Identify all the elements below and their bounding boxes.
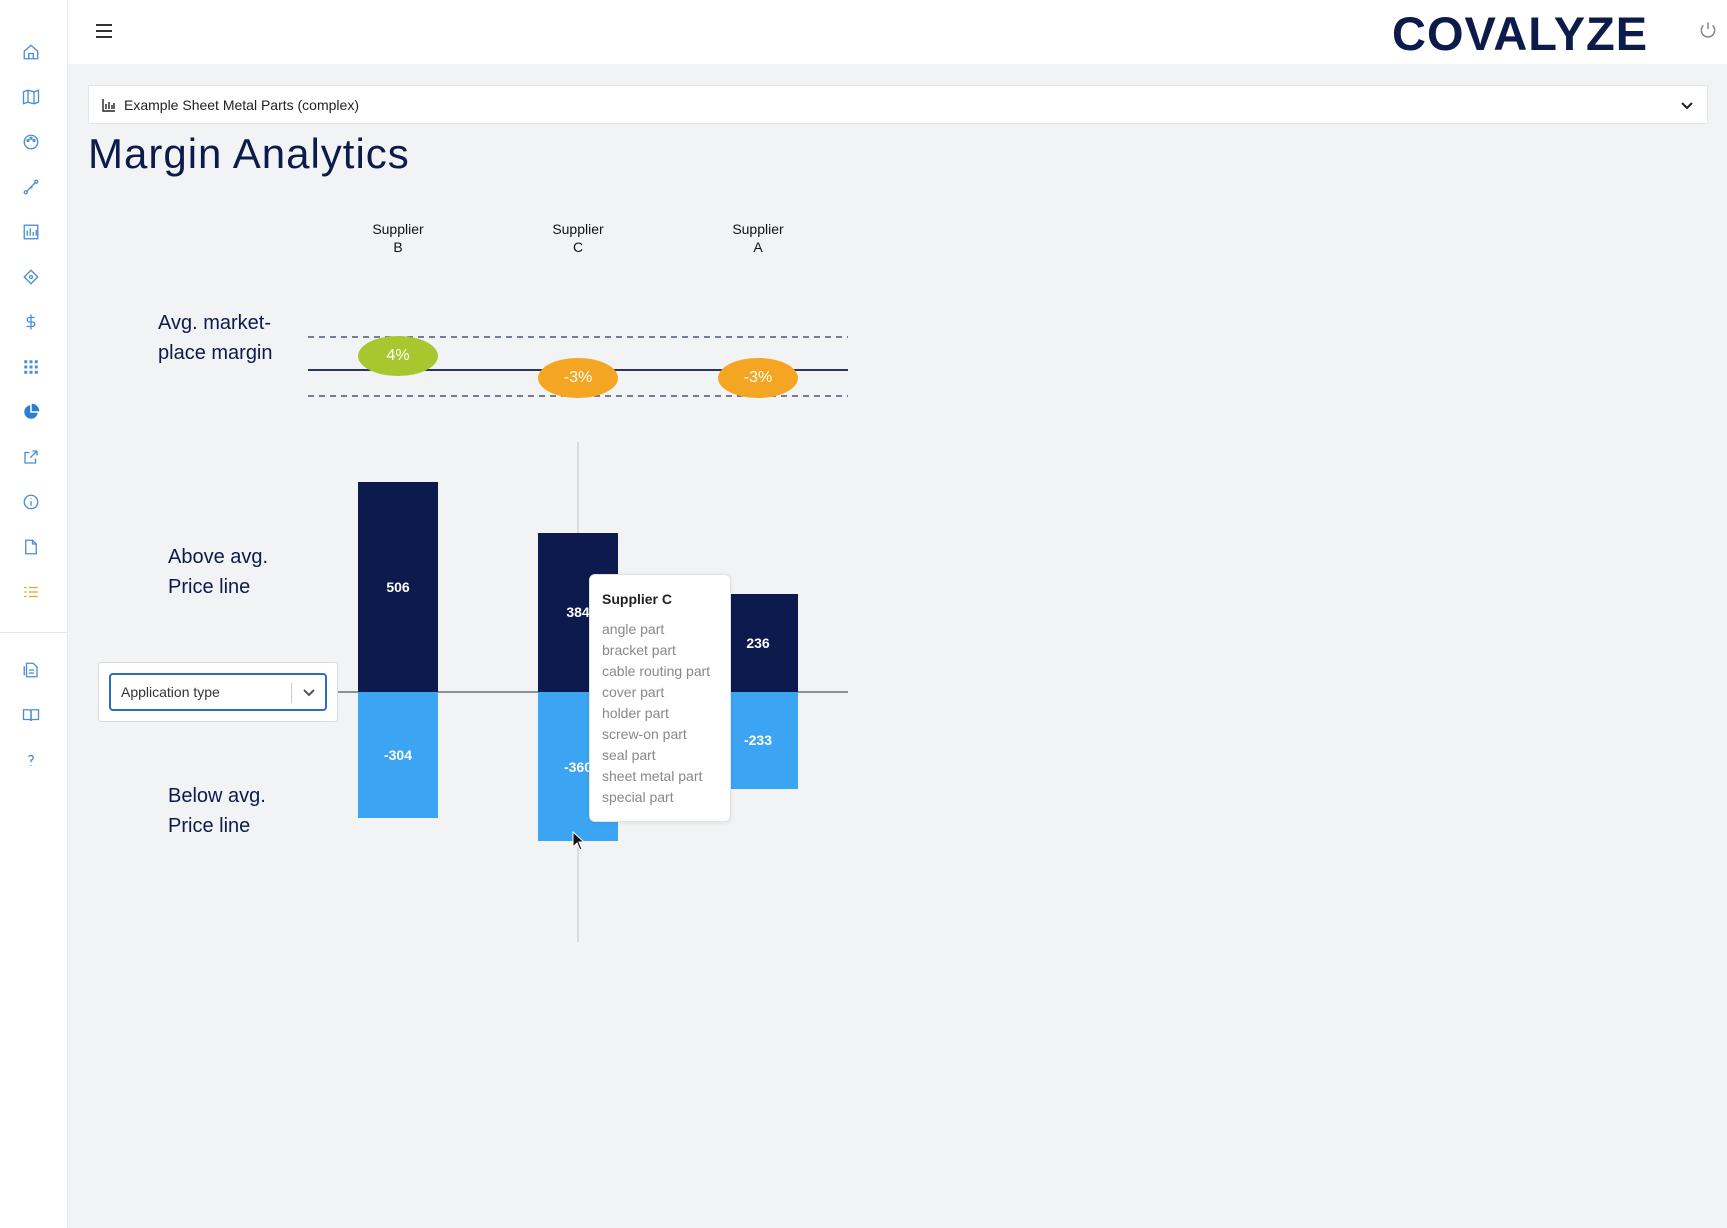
application-type-select[interactable]: Application type [109,673,327,711]
above-row-label: Above avg. Price line [168,542,268,602]
palette-icon[interactable] [18,129,44,155]
bar-above[interactable]: 236 [718,594,798,692]
margin-row-label: Avg. market-place margin [158,308,273,368]
row-label-line2: Price line [168,815,251,837]
info-icon[interactable] [18,489,44,515]
home-icon[interactable] [18,39,44,65]
mouse-cursor-icon [572,830,586,851]
margin-pill[interactable]: -3% [718,358,798,398]
tooltip-item: screw-on part [602,726,687,742]
help-icon[interactable] [18,747,44,773]
dataset-selector[interactable]: Example Sheet Metal Parts (complex) [88,85,1708,124]
tooltip-item: holder part [602,705,669,721]
row-label-line1: Above avg. [168,546,269,568]
top-bar: COVALYZE [68,0,1727,64]
map-icon[interactable] [18,84,44,110]
bar-below[interactable]: -304 [358,692,438,819]
dollar-icon[interactable] [18,309,44,335]
supplier-label-line1: Supplier [372,221,424,237]
external-link-icon[interactable] [18,444,44,470]
supplier-label-line2: B [393,239,403,255]
sidebar-divider [0,632,68,633]
document-icon[interactable] [18,534,44,560]
sidebar [0,0,68,1228]
book-icon[interactable] [18,702,44,728]
logo: COVALYZE [1392,7,1649,60]
supplier-label-line2: A [753,239,763,255]
tooltip-item: angle part [602,621,665,637]
bar-chart-icon [101,97,117,113]
supplier-label: Supplier B [353,220,443,256]
pie-chart-icon[interactable] [18,399,44,425]
chevron-down-icon[interactable] [301,684,317,700]
margin-pill[interactable]: 4% [358,336,438,376]
hamburger-icon[interactable] [96,20,118,42]
supplier-label: Supplier A [713,220,803,256]
row-label-line1: Avg. market- [158,312,271,334]
export-doc-icon[interactable] [18,657,44,683]
tooltip-item: sheet metal part [602,768,703,784]
tooltip-item: bracket part [602,642,676,658]
page-title: Margin Analytics [88,130,410,177]
below-row-label: Below avg. Price line [168,781,266,841]
row-label-line2: Price line [168,576,251,598]
supplier-label-line1: Supplier [732,221,784,237]
power-icon[interactable] [1698,20,1718,40]
bar-above[interactable]: 506 [358,482,438,692]
tooltip-item: cable routing part [602,663,711,679]
supplier-label-line1: Supplier [552,221,604,237]
tooltip-item: cover part [602,684,665,700]
flow-icon[interactable] [18,174,44,200]
row-label-line1: Below avg. [168,785,266,807]
tooltip-item: seal part [602,747,656,763]
tooltip-item: special part [602,789,674,805]
application-type-label: Application type [121,684,220,700]
crosshair-icon[interactable] [18,264,44,290]
supplier-label: Supplier C [533,220,623,256]
tooltip-title: Supplier C [602,591,673,607]
application-type-panel: Application type [98,662,338,722]
chart-box-icon[interactable] [18,219,44,245]
list-icon[interactable] [18,579,44,605]
supplier-tooltip: Supplier C angle part bracket part cable r… [589,574,731,822]
grid-icon[interactable] [18,354,44,380]
bar-below[interactable]: -233 [718,692,798,789]
dataset-label: Example Sheet Metal Parts (complex) [124,97,359,113]
chevron-down-icon[interactable] [1679,97,1695,113]
supplier-label-line2: C [572,239,584,255]
margin-pill[interactable]: -3% [538,358,618,398]
select-separator [291,683,292,703]
row-label-line2: place margin [158,342,273,364]
